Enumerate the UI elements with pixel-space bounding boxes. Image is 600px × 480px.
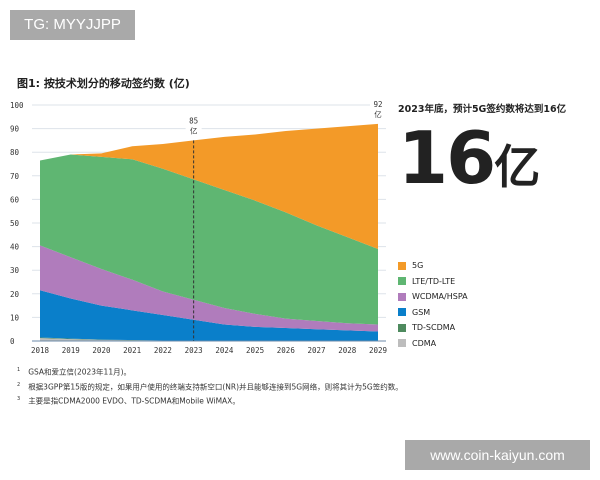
footnote-text: GSA和爱立信(2023年11月)。 (28, 367, 132, 377)
y-tick-label: 70 (10, 172, 20, 181)
legend-item: GSM (398, 305, 468, 321)
x-tick-label: 2022 (154, 346, 172, 355)
area-5g (40, 123, 378, 249)
x-tick-label: 2019 (62, 346, 80, 355)
y-tick-label: 10 (10, 313, 20, 322)
footnote-mark: 1 (17, 367, 21, 373)
legend-swatch (398, 292, 406, 301)
big-number: 16亿 (398, 116, 540, 207)
y-tick-label: 40 (10, 243, 20, 252)
footnote: 2 根据3GPP第15版的规定，如果用户使用的终端支持新空口(NR)并且能够连接到… (17, 379, 403, 394)
area-gsm (40, 290, 378, 341)
footnote-mark: 3 (17, 396, 21, 402)
legend-swatch (398, 339, 406, 348)
legend-label: CDMA (412, 338, 437, 348)
x-tick-label: 2018 (31, 346, 50, 355)
chart-title: 图1: 按技术划分的移动签约数 (亿) (17, 77, 190, 90)
legend-swatch (398, 323, 406, 332)
stacked-area-chart: 0 10 20 30 40 50 60 70 80 90 100 2018 2019 2020 2021 20… (10, 98, 387, 355)
x-tick-label: 2027 (308, 346, 326, 355)
legend-label: WCDMA/HSPA (412, 292, 468, 302)
footnote-text: 主要是指CDMA2000 EVDO、TD-SCDMA和Mobile WiMAX。 (28, 396, 240, 406)
big-number-value: 16 (398, 116, 496, 200)
y-tick-label: 80 (10, 148, 20, 157)
big-number-unit: 亿 (494, 140, 540, 194)
x-tick-label: 2023 (185, 346, 203, 355)
legend-swatch (398, 277, 406, 286)
y-tick-label: 30 (10, 266, 20, 275)
x-tick-label: 2020 (92, 346, 111, 355)
legend: 5G LTE/TD-LTE WCDMA/HSPA GSM TD-SCDMA CDMA (398, 258, 468, 351)
footnote: 1 GSA和爱立信(2023年11月)。 (17, 364, 403, 379)
area-wcdma-hspa (40, 245, 378, 332)
legend-item: WCDMA/HSPA (398, 289, 468, 305)
x-tick-label: 2028 (338, 346, 357, 355)
area-cdma (40, 338, 378, 341)
y-tick-label: 20 (10, 290, 20, 299)
footnote-text: 根据3GPP第15版的规定，如果用户使用的终端支持新空口(NR)并且能够连接到5… (28, 382, 403, 391)
legend-item: 5G (398, 258, 468, 274)
area-lte-td-lte (40, 154, 378, 325)
legend-label: LTE/TD-LTE (412, 276, 456, 286)
y-tick-label: 90 (10, 125, 20, 134)
legend-swatch (398, 261, 406, 270)
legend-swatch (398, 308, 406, 317)
annotation-value: 92 (373, 100, 382, 109)
footnote-mark: 2 (17, 381, 21, 388)
footnote: 3 主要是指CDMA2000 EVDO、TD-SCDMA和Mobile WiMAX… (17, 393, 403, 408)
annotation-unit: 亿 (190, 125, 198, 135)
legend-item: LTE/TD-LTE (398, 274, 468, 290)
watermark-top: TG: MYYJJPP (10, 10, 135, 40)
y-tick-label: 0 (10, 337, 15, 346)
x-tick-label: 2029 (369, 346, 387, 355)
annotation-bg (185, 115, 202, 138)
legend-item: TD-SCDMA (398, 320, 468, 336)
y-tick-label: 50 (10, 219, 20, 228)
headline: 2023年底，预计5G签约数将达到16亿 (398, 104, 567, 115)
legend-label: TD-SCDMA (412, 323, 456, 333)
footnotes: 1 GSA和爱立信(2023年11月)。 2 根据3GPP第15版的规定，如果用户使用… (17, 364, 403, 408)
area-td-scdma (40, 337, 378, 341)
y-tick-label: 60 (10, 195, 20, 204)
watermark-bottom: www.coin-kaiyun.com (405, 440, 590, 470)
x-tick-label: 2025 (246, 346, 264, 355)
annotation-unit: 亿 (374, 109, 382, 119)
x-tick-label: 2021 (123, 346, 141, 355)
annotation-value: 85 (189, 116, 198, 125)
annotation-bg (370, 98, 386, 121)
legend-label: GSM (412, 307, 431, 317)
legend-item: CDMA (398, 336, 468, 352)
x-tick-label: 2024 (215, 346, 234, 355)
x-tick-label: 2026 (277, 346, 296, 355)
legend-label: 5G (412, 261, 424, 271)
y-tick-label: 100 (10, 101, 24, 110)
